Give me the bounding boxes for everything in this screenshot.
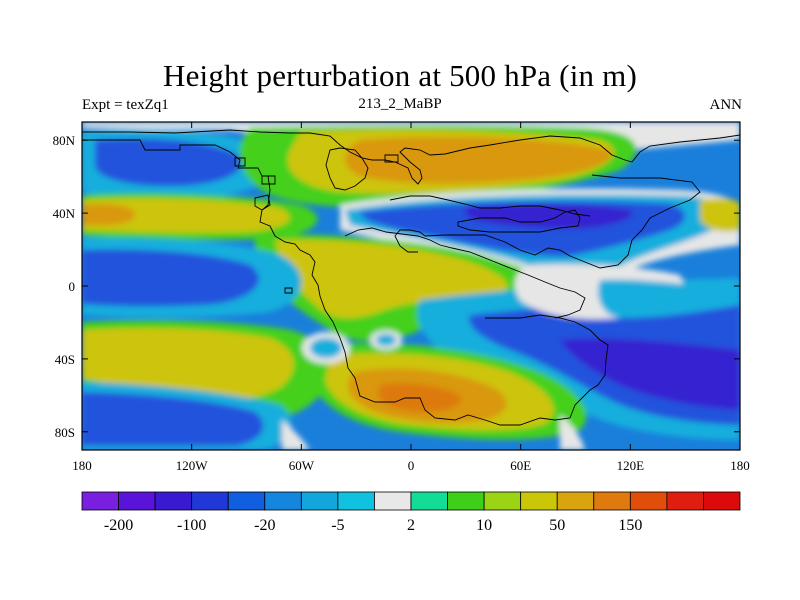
region-pacific-blue [82,249,259,307]
region-east-orange [700,198,740,232]
y-tick-label: 40N [53,206,76,221]
colorbar-swatch [154,491,193,511]
coastline-baja [284,287,293,294]
colorbar-swatch [191,491,229,511]
region-equator-cyan [598,279,740,318]
y-tick-label: 40S [55,352,75,367]
coastline-eurasia [82,129,740,185]
coastline-arabia [457,209,581,233]
colorbar-swatch [81,491,119,511]
colorbar-label: 2 [407,517,415,534]
x-tick-label: 120E [617,458,645,473]
colorbar-label: 10 [476,517,492,534]
y-tick-label: 0 [69,279,76,294]
y-axis: 80N 40N 0 40S 80S [53,133,740,440]
region-westband-orange [82,204,135,226]
colorbar-label: 150 [618,517,642,534]
region-southpac-yellow [82,328,294,402]
x-tick-label: 180 [72,458,92,473]
colorbar-label: 50 [549,517,565,534]
region-antarctic-gray [282,420,310,450]
coastline-westcoast [254,194,271,211]
region-eurasia-darkblue [464,203,633,229]
coastline-hudson [261,175,276,185]
region-southeast-darkblue [560,338,740,410]
contour-field [82,122,740,450]
x-tick-label: 60W [289,458,315,473]
colorbar-swatch [593,491,631,511]
colorbar-swatch [227,491,266,511]
x-tick-label: 0 [408,458,415,473]
colorbar-swatch [520,491,558,511]
coastline-med [389,195,591,217]
coastline-africa [344,227,586,319]
region-westband-yellow [82,198,290,233]
colorbar: -200 -100 -20 -5 2 10 50 150 [81,491,741,534]
colorbar-swatch [447,491,485,511]
colorbar-swatch [629,491,668,511]
colorbar-label: -100 [177,517,206,534]
colorbar-label: -200 [104,517,133,534]
colorbar-swatch [410,491,448,511]
colorbar-swatch [374,491,412,511]
colorbar-swatch [666,491,704,511]
x-tick-label: 120W [176,458,209,473]
region-ring-cyan [310,338,342,358]
colorbar-label: -20 [254,517,275,534]
y-tick-label: 80S [55,425,75,440]
y-tick-label: 80N [53,133,76,148]
colorbar-swatch [337,491,375,511]
region-southwest-blue [82,392,264,446]
colorbar-swatch [264,491,302,511]
region-npacific-dark [95,138,242,186]
coastline-iceland-small [384,154,399,163]
experiment-label: Expt = texZq1 [82,97,169,113]
coastline-asia-south [394,174,701,269]
coastlines [82,129,740,426]
x-tick-label: 60E [510,458,531,473]
region-antarctic-gray2 [560,415,585,450]
plot-title: Height perturbation at 500 hPa (in m) [162,58,638,93]
colorbar-label: -5 [331,517,344,534]
region-ring-cyan2 [376,334,396,346]
season-label: ANN [709,97,743,113]
x-axis: 180 120W 60W 0 60E 120E 180 [72,122,750,473]
coastline-greenland [325,147,369,191]
colorbar-swatch [556,491,595,511]
contour-regions [82,122,740,450]
period-label: 213_2_MaBP [358,96,442,112]
x-tick-label: 180 [730,458,750,473]
colorbar-swatch [300,491,339,511]
colorbar-swatch [483,491,522,511]
coastline-sea [234,157,246,167]
colorbar-swatch [703,491,741,511]
colorbar-swatch [118,491,156,511]
